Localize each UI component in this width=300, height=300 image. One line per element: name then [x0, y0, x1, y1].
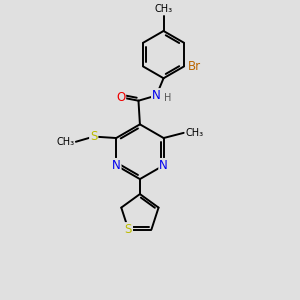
- Text: H: H: [164, 93, 172, 103]
- Text: CH₃: CH₃: [185, 128, 203, 138]
- Text: S: S: [90, 130, 98, 143]
- Text: CH₃: CH₃: [56, 137, 74, 147]
- Text: N: N: [159, 159, 168, 172]
- Text: S: S: [125, 223, 132, 236]
- Text: N: N: [112, 159, 121, 172]
- Text: O: O: [116, 91, 125, 104]
- Text: Br: Br: [188, 60, 201, 73]
- Text: N: N: [152, 89, 161, 102]
- Text: CH₃: CH₃: [154, 4, 172, 14]
